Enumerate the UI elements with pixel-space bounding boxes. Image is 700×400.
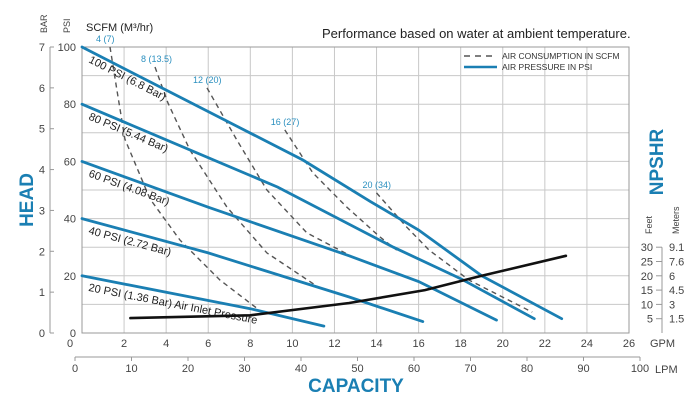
pressure-curve — [80, 217, 425, 323]
pressure-curve — [80, 160, 498, 322]
lpm-tick-label: 0 — [72, 363, 78, 375]
lpm-tick-label: 40 — [295, 363, 307, 375]
psi-tick-label: 0 — [70, 328, 76, 340]
air-consumption-label: 16 (27) — [271, 117, 300, 127]
plot-frame — [81, 46, 630, 334]
lpm-tick-label: 80 — [521, 363, 533, 375]
psi-tick-label: 100 — [58, 42, 76, 54]
gpm-tick-label: 24 — [581, 338, 593, 350]
feet-tick-label: 20 — [641, 271, 653, 283]
psi-tick-label: 40 — [64, 214, 76, 226]
pressure-curve — [80, 274, 326, 328]
meter-tick-label: 3 — [669, 299, 675, 311]
psi-tick-label: 80 — [64, 99, 76, 111]
gpm-tick-label: 12 — [328, 338, 340, 350]
air-consumption-curve — [154, 66, 321, 289]
tick-labels: 0 2 4 6 8 10 12 14 16 18 20 22 24 260 10 20 30 40 50 60 70 80… — [39, 42, 684, 375]
gpm-tick-label: 2 — [121, 338, 127, 350]
bar-tick-label: 3 — [39, 205, 45, 217]
air-consumption-label: 4 (7) — [96, 34, 115, 44]
meters-unit-label: Meters — [671, 206, 681, 234]
psi-tick-label: 20 — [64, 271, 76, 283]
bar-tick-label: 7 — [39, 42, 45, 54]
lpm-tick-label: 100 — [631, 363, 649, 375]
air-consumption-curve — [109, 46, 263, 313]
psi-unit-label: PSI — [62, 18, 72, 33]
right-axis-title: NPSHR — [647, 128, 668, 195]
bar-tick-label: 5 — [39, 124, 45, 136]
feet-tick-label: 25 — [641, 257, 653, 269]
lpm-tick-label: 70 — [464, 363, 476, 375]
bar-unit-label: BAR — [39, 14, 49, 33]
gpm-tick-label: 6 — [205, 338, 211, 350]
feet-tick-label: 5 — [647, 314, 653, 326]
lpm-unit-label: LPM — [655, 364, 678, 376]
bar-tick-label: 1 — [39, 287, 45, 299]
meter-tick-label: 4.5 — [669, 285, 684, 297]
gpm-tick-label: 4 — [163, 338, 169, 350]
meter-tick-label: 6 — [669, 271, 675, 283]
bar-tick-label: 4 — [39, 165, 45, 177]
air-consumption-label: 20 (34) — [363, 180, 392, 190]
legend-air-pressure: AIR PRESSURE IN PSI — [502, 62, 592, 72]
gpm-unit-label: GPM — [650, 338, 675, 350]
feet-tick-label: 10 — [641, 299, 653, 311]
bar-tick-label: 0 — [39, 328, 45, 340]
lpm-tick-label: 50 — [351, 363, 363, 375]
lpm-tick-label: 90 — [577, 363, 589, 375]
chart-title: Performance based on water at ambient te… — [322, 26, 631, 41]
y-axis-title: HEAD — [17, 173, 38, 227]
gpm-tick-label: 16 — [412, 338, 424, 350]
feet-unit-label: Feet — [644, 215, 654, 234]
meter-tick-label: 7.6 — [669, 257, 684, 269]
gpm-tick-label: 8 — [247, 338, 253, 350]
gpm-tick-label: 20 — [497, 338, 509, 350]
legend-air-consumption: AIR CONSUMPTION IN SCFM — [502, 51, 620, 61]
bar-tick-label: 2 — [39, 246, 45, 258]
lpm-tick-label: 30 — [238, 363, 250, 375]
gpm-tick-label: 18 — [455, 338, 467, 350]
x-axis-title: CAPACITY — [308, 376, 404, 397]
gpm-tick-label: 26 — [623, 338, 635, 350]
air-consumption-curve — [284, 129, 398, 251]
gpm-tick-label: 0 — [67, 338, 73, 350]
gpm-tick-label: 14 — [370, 338, 382, 350]
pressure-curve — [80, 45, 564, 321]
gpm-tick-label: 22 — [539, 338, 551, 350]
feet-tick-label: 30 — [641, 242, 653, 254]
npshr-curve — [129, 254, 568, 320]
feet-tick-label: 15 — [641, 285, 653, 297]
scfm-header: SCFM (M³/hr) — [86, 22, 153, 34]
lpm-tick-label: 10 — [125, 363, 137, 375]
meter-tick-label: 9.1 — [669, 242, 684, 254]
air-consumption-label: 12 (20) — [193, 75, 222, 85]
air-consumption-label: 8 (13.5) — [141, 54, 172, 64]
meter-tick-label: 1.5 — [669, 314, 684, 326]
pressure-curve-label: 40 PSI (2.72 Bar) — [87, 225, 172, 259]
lpm-tick-label: 20 — [182, 363, 194, 375]
lpm-tick-label: 60 — [408, 363, 420, 375]
psi-tick-label: 60 — [64, 156, 76, 168]
gpm-tick-label: 10 — [286, 338, 298, 350]
chart-marks: 4 (7)8 (13.5)12 (20)16 (27)20 (34)100 PS… — [80, 34, 568, 328]
legend: AIR CONSUMPTION IN SCFM AIR PRESSURE IN … — [464, 51, 620, 72]
bar-tick-label: 6 — [39, 83, 45, 95]
pressure-curve — [80, 102, 536, 321]
